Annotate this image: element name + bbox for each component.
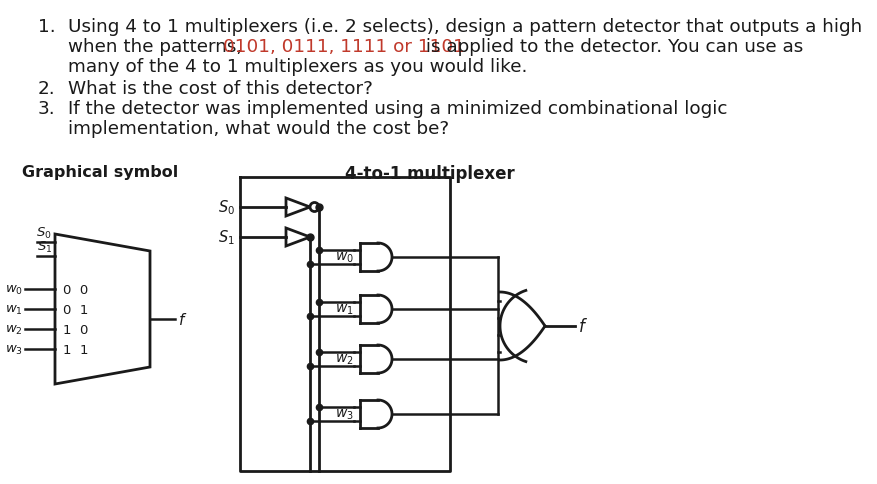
Text: $S_1$: $S_1$ (218, 228, 235, 247)
Text: 1  0: 1 0 (63, 323, 89, 336)
Text: 0101, 0111, 1111 or 1101: 0101, 0111, 1111 or 1101 (224, 38, 466, 56)
Text: many of the 4 to 1 multiplexers as you would like.: many of the 4 to 1 multiplexers as you w… (68, 58, 527, 76)
Text: Graphical symbol: Graphical symbol (22, 165, 178, 180)
Text: 4-to-1 multiplexer: 4-to-1 multiplexer (346, 165, 515, 182)
Text: $w_1$: $w_1$ (335, 302, 354, 317)
Text: $w_1$: $w_1$ (5, 303, 23, 316)
Text: $S_0$: $S_0$ (36, 226, 52, 241)
Text: $S_0$: $S_0$ (218, 198, 235, 217)
Text: What is the cost of this detector?: What is the cost of this detector? (68, 80, 373, 98)
Text: is applied to the detector. You can use as: is applied to the detector. You can use … (420, 38, 803, 56)
Text: $f$: $f$ (578, 318, 588, 335)
Text: $f$: $f$ (178, 311, 188, 327)
Text: Using 4 to 1 multiplexers (i.e. 2 selects), design a pattern detector that outpu: Using 4 to 1 multiplexers (i.e. 2 select… (68, 18, 862, 36)
Text: 2.: 2. (38, 80, 55, 98)
Text: $w_0$: $w_0$ (5, 283, 23, 296)
Text: $w_3$: $w_3$ (5, 343, 23, 356)
Text: $w_2$: $w_2$ (5, 323, 23, 336)
Text: 0  0: 0 0 (63, 283, 89, 296)
Text: $S_1$: $S_1$ (37, 240, 52, 255)
Text: 3.: 3. (38, 100, 55, 118)
Text: $w_3$: $w_3$ (335, 407, 354, 422)
Text: If the detector was implemented using a minimized combinational logic: If the detector was implemented using a … (68, 100, 728, 118)
Text: 0  1: 0 1 (63, 303, 89, 316)
Text: $w_2$: $w_2$ (335, 352, 354, 366)
Text: 1.: 1. (38, 18, 55, 36)
Text: when the patterns,: when the patterns, (68, 38, 248, 56)
Text: $w_0$: $w_0$ (335, 250, 354, 265)
Text: 1  1: 1 1 (63, 343, 89, 356)
Text: implementation, what would the cost be?: implementation, what would the cost be? (68, 120, 449, 138)
